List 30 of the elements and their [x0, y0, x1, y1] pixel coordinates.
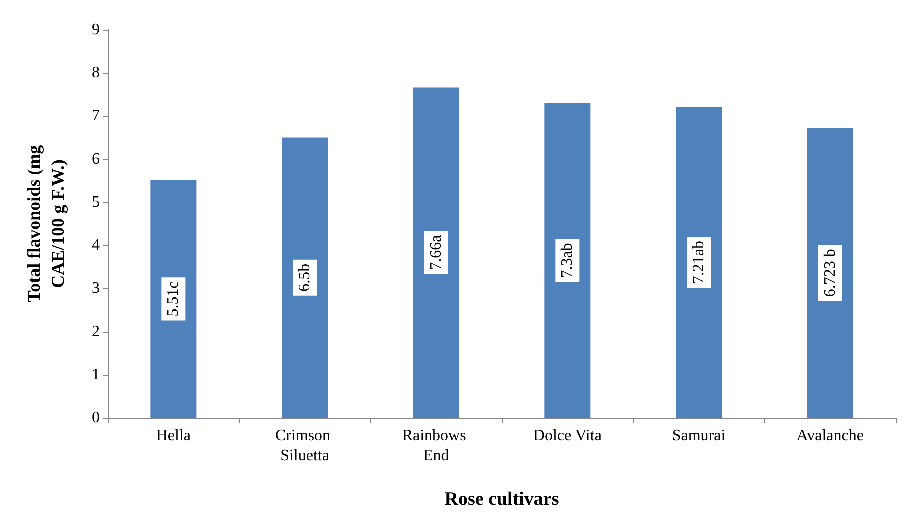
y-axis-title: Total flavonoids (mg CAE/100 g F.W.): [24, 145, 68, 303]
x-tick-label: Samurai: [672, 428, 726, 444]
y-tick-label: 6: [92, 150, 100, 168]
x-tick-label: Dolce Vita: [533, 428, 602, 444]
y-tick-label: 5: [92, 194, 100, 211]
y-tick-label: 0: [92, 410, 100, 426]
bar: [413, 88, 460, 418]
bar: [150, 180, 197, 418]
x-tick-label: Avalanche: [796, 428, 864, 444]
x-tick-label: Hella: [156, 428, 191, 444]
bar: [807, 128, 854, 418]
x-axis-title: Rose cultivars: [444, 489, 560, 510]
data-label: 6.5b: [296, 264, 314, 292]
y-tick-label: 3: [92, 280, 100, 298]
bar: [544, 103, 591, 418]
data-label: 5.51c: [165, 282, 182, 317]
data-label: 7.3ab: [559, 243, 576, 278]
data-label: 7.66a: [428, 235, 445, 270]
y-tick-label: 4: [92, 237, 100, 254]
bar: [282, 138, 328, 418]
y-tick-label: 2: [92, 323, 100, 340]
bar: [676, 107, 722, 418]
data-label: 7.21ab: [690, 241, 708, 284]
y-tick-label: 1: [92, 366, 100, 384]
x-tick-label: Crimson Siluetta: [275, 428, 335, 464]
x-tick-label: Rainbows End: [402, 428, 470, 464]
data-label: 6.723 b: [822, 249, 839, 298]
y-tick-label: 8: [92, 64, 100, 82]
y-tick-label: 9: [92, 22, 100, 38]
y-tick-label: 7: [92, 108, 100, 125]
